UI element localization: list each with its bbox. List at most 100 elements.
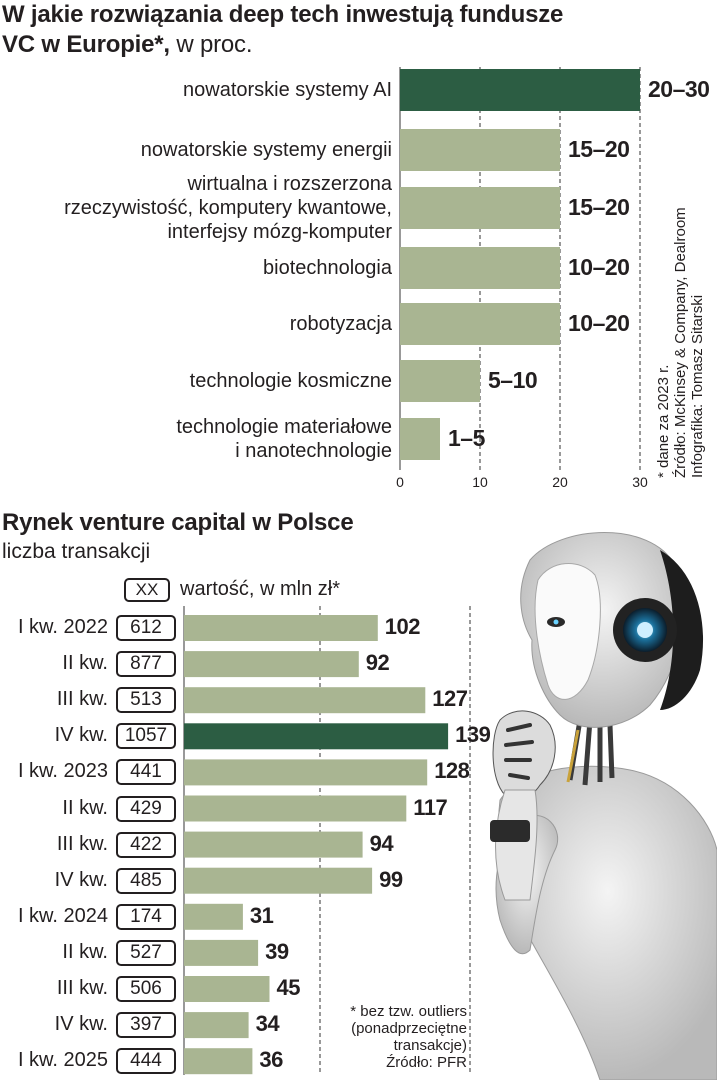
chart2-value-label: 31 [249, 902, 274, 928]
chart2-title-text: Rynek venture capital w Polsce [2, 509, 354, 536]
chart1-bar [400, 418, 440, 460]
chart2-category-label: I kw. 2022 [17, 616, 108, 638]
chart2-bar [184, 795, 407, 822]
legend-text: wartość, w mln zł* [180, 578, 341, 600]
chart2-value-label: 128 [434, 758, 470, 784]
chart2-value-box: 485 [116, 867, 176, 894]
chart2-category-label: II kw. [62, 940, 108, 963]
chart2-value-label: 94 [369, 830, 394, 856]
chart2-value-box: 397 [116, 1012, 176, 1039]
chart2-value-label: 45 [276, 975, 301, 1000]
chart2-bar [184, 867, 373, 894]
chart2-bar [184, 939, 259, 966]
chart1-tick-label: 0 [396, 474, 404, 490]
chart2-value-box: 174 [116, 903, 176, 930]
chart2-bar [184, 759, 428, 786]
chart2-category-label: III kw. [56, 977, 108, 999]
chart2-notes: * bez tzw. outliers (ponadprzeciętne tra… [350, 1003, 467, 1071]
chart1-bar [400, 69, 640, 111]
chart1-category-line: wirtualna i rozszerzona [187, 173, 392, 195]
legend-box: XX [124, 578, 170, 602]
chart2-value-box: 877 [116, 651, 176, 678]
chart2-value-box: 429 [116, 795, 176, 822]
chart2-category-label: IV kw. [54, 724, 108, 747]
chart1-category-label: robotyzacja [290, 312, 392, 336]
chart1-bar [400, 187, 560, 229]
chart2-bar [184, 831, 363, 858]
chart1-title-unit: w proc. [169, 31, 253, 58]
chart1-category-line: nowatorskie systemy energii [140, 139, 392, 161]
chart1-value-label: 5–10 [488, 367, 538, 393]
robot-illustration [490, 532, 717, 1080]
chart2-category-label: II kw. [62, 652, 108, 675]
chart1-value-label: 20–30 [648, 76, 710, 102]
chart2-category-label: IV kw. [54, 868, 108, 891]
chart1-value-label: 10–20 [568, 310, 630, 336]
chart1-category-line: biotechnologia [263, 257, 392, 279]
chart2-value-label: 36 [259, 1047, 283, 1073]
chart1-tick-label: 30 [632, 474, 648, 490]
chart1-category-line: technologie kosmiczne [189, 370, 392, 392]
chart2-category-label: III kw. [56, 688, 108, 711]
chart1-category-line: technologie materiałowe [176, 416, 392, 438]
chart2-subtitle: liczba transakcji [2, 540, 151, 563]
chart1-category-label: technologie materiałowe i nanotechnologie [176, 415, 392, 463]
chart2-category-label: I kw. 2024 [17, 904, 108, 927]
chart2-category-label: III kw. [56, 832, 108, 855]
chart1-title: W jakie rozwiązania deep tech inwestują … [2, 0, 563, 60]
chart2-value-label: 39 [265, 938, 289, 964]
chart2-bar [184, 976, 270, 1002]
chart2-bar [184, 687, 426, 714]
chart2-value-box: 441 [116, 759, 176, 786]
chart2-value-label: 117 [413, 794, 448, 820]
chart2-value-label: 99 [379, 866, 403, 892]
chart2-note-1: * bez tzw. outliers [350, 1003, 467, 1020]
chart1-tick-label: 10 [472, 474, 488, 490]
chart2-bar [184, 651, 359, 678]
chart1-category-label: biotechnologia [263, 256, 392, 280]
chart2-value-label: 92 [365, 650, 390, 676]
chart2-value-box: 444 [116, 1048, 176, 1075]
chart2-value-box: 1057 [116, 723, 176, 750]
chart1-value-label: 15–20 [568, 136, 630, 162]
chart2-category-label: I kw. 2023 [17, 760, 108, 783]
chart1-category-line: rzeczywistość, komputery kwantowe, [64, 197, 392, 219]
chart1-value-label: 10–20 [568, 254, 630, 280]
chart2-value-label: 127 [432, 686, 468, 712]
chart2-bar [184, 615, 378, 641]
chart2-value-box: 506 [116, 976, 176, 1002]
chart2-value-label: 102 [384, 614, 421, 639]
chart2-note-source: Źródło: PFR [386, 1054, 467, 1071]
chart1-category-label: technologie kosmiczne [190, 369, 392, 393]
chart2-value-box: 527 [116, 939, 176, 966]
chart1-value-label: 15–20 [568, 194, 630, 220]
chart2-note-3: transakcje) [393, 1037, 467, 1054]
chart2-value-label: 139 [455, 722, 491, 748]
chart2-bar [184, 1012, 249, 1039]
chart1-title-line1: W jakie rozwiązania deep tech inwestują … [2, 1, 564, 28]
chart1-bar [400, 360, 480, 402]
chart1-category-line: interfejsy mózg-komputer [167, 221, 392, 243]
chart1-bar [400, 247, 560, 289]
chart1-category-line: robotyzacja [289, 313, 392, 335]
chart2-value-box: 612 [116, 615, 176, 641]
chart2-bar [184, 1048, 253, 1075]
chart1-bar [400, 129, 560, 171]
chart1-title-line2: VC w Europie*, [2, 31, 170, 58]
chart1-category-line: nowatorskie systemy AI [183, 79, 392, 101]
chart2-category-label: IV kw. [54, 1013, 108, 1036]
chart2-category-label: I kw. 2025 [17, 1049, 108, 1072]
chart1-bar [400, 303, 560, 345]
chart1-category-label: nowatorskie systemy AI [183, 78, 392, 102]
chart2-category-label: II kw. [62, 796, 108, 819]
chart1-category-line: i nanotechnologie [235, 440, 392, 462]
chart1-value-label: 1–5 [448, 425, 485, 451]
chart2-title: Rynek venture capital w Polsce [2, 508, 354, 538]
chart2-bar [184, 903, 243, 930]
chart2-value-box: 422 [116, 831, 176, 858]
chart2-value-label: 34 [255, 1011, 280, 1037]
chart1-tick-label: 20 [552, 474, 568, 490]
